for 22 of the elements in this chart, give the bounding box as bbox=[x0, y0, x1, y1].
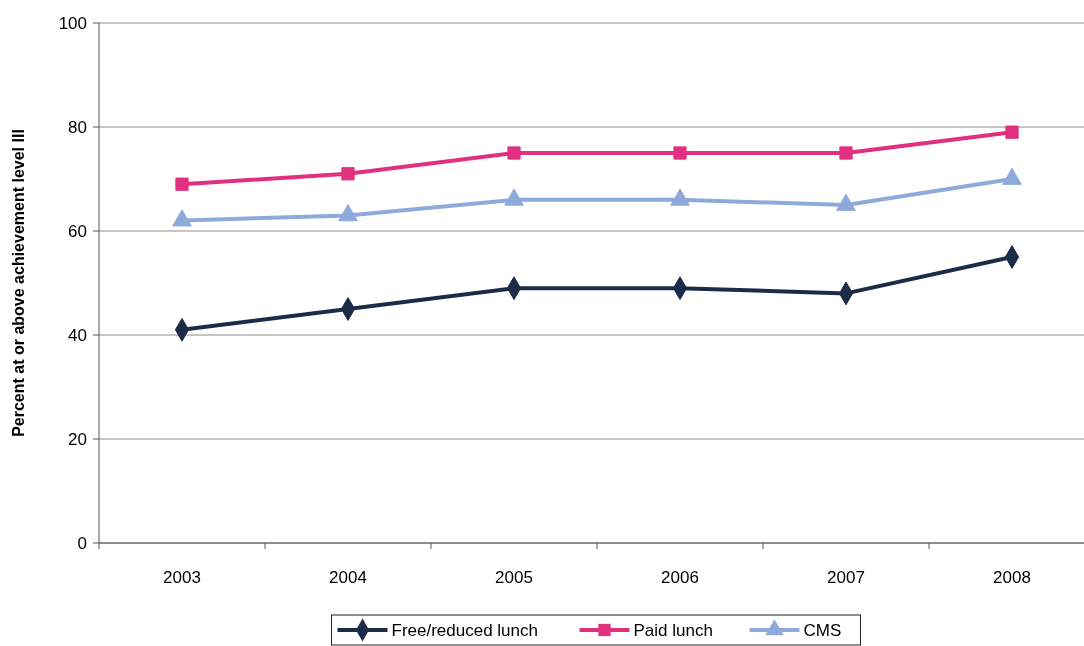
point bbox=[1005, 125, 1019, 139]
legend-label: CMS bbox=[803, 620, 842, 640]
point bbox=[673, 146, 687, 160]
x-tick-label: 2003 bbox=[163, 568, 201, 587]
x-tick-label: 2007 bbox=[827, 568, 865, 587]
y-tick-label: 40 bbox=[68, 325, 87, 345]
x-tick-label: 2008 bbox=[993, 568, 1031, 587]
x-tick-label: 2005 bbox=[495, 568, 533, 587]
y-tick-label: 60 bbox=[68, 221, 87, 241]
point bbox=[341, 167, 355, 181]
x-tick-label: 2004 bbox=[329, 568, 367, 587]
point bbox=[507, 146, 521, 160]
legend-label: Paid lunch bbox=[633, 620, 713, 640]
x-tick-label: 2006 bbox=[661, 568, 699, 587]
y-tick-label: 80 bbox=[68, 117, 87, 137]
point bbox=[175, 177, 189, 191]
y-tick-label: 100 bbox=[58, 13, 87, 33]
y-tick-label: 20 bbox=[68, 429, 87, 449]
point bbox=[839, 146, 853, 160]
legend-label: Free/reduced lunch bbox=[391, 620, 538, 640]
y-tick-label: 0 bbox=[77, 533, 87, 553]
y-axis-title: Percent at or above achievement level III bbox=[10, 129, 27, 437]
